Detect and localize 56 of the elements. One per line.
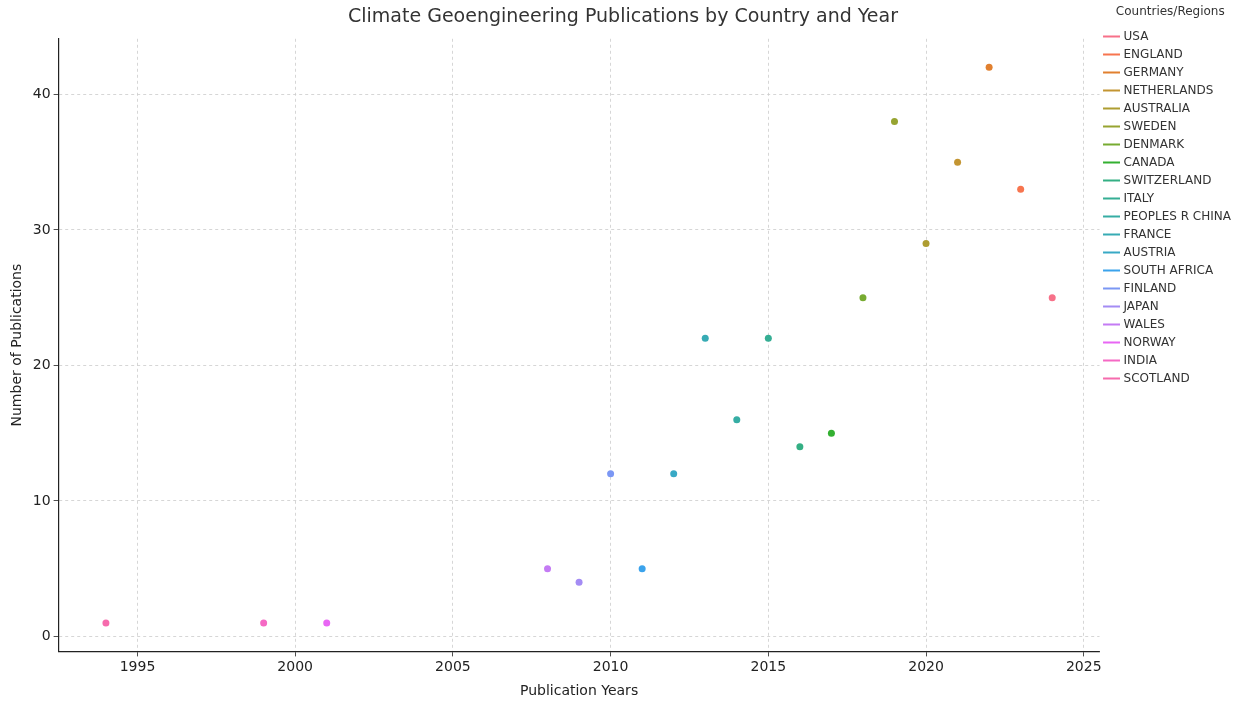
x-tick-label: 2005: [435, 658, 471, 675]
legend-label: SOUTH AFRICA: [1123, 262, 1214, 277]
chart-title: Climate Geoengineering Publications by Country and Year: [348, 4, 899, 27]
point: [764, 334, 772, 342]
legend-label: GERMANY: [1123, 64, 1185, 79]
legend-label: AUSTRIA: [1123, 244, 1177, 259]
point: [796, 443, 804, 451]
point: [544, 565, 552, 573]
point: [827, 429, 835, 437]
x-tick-label: 2000: [277, 658, 313, 675]
y-tick-label: 40: [32, 85, 51, 102]
legend-label: SWITZERLAND: [1123, 172, 1212, 187]
legend-label: FRANCE: [1123, 226, 1172, 241]
point: [575, 578, 583, 586]
point: [954, 158, 962, 166]
point: [890, 117, 898, 125]
y-axis-title: Number of Publications: [8, 263, 25, 427]
legend-label: SCOTLAND: [1123, 370, 1190, 385]
legend-label: AUSTRALIA: [1123, 100, 1191, 115]
legend-label: JAPAN: [1122, 298, 1159, 313]
legend-label: CANADA: [1123, 154, 1176, 169]
point: [638, 565, 646, 573]
x-tick-label: 2015: [750, 658, 787, 675]
legend-label: DENMARK: [1123, 136, 1186, 151]
legend-title: Countries/Regions: [1115, 4, 1225, 19]
point: [985, 63, 993, 71]
x-tick-label: 1995: [119, 658, 156, 675]
y-tick-label: 30: [32, 220, 51, 237]
point: [260, 619, 268, 627]
x-tick-label: 2025: [1065, 658, 1102, 675]
point: [1048, 294, 1056, 302]
point: [1017, 185, 1025, 193]
legend-label: FINLAND: [1123, 280, 1177, 295]
legend-label: NETHERLANDS: [1123, 82, 1214, 97]
legend-label: NORWAY: [1123, 334, 1177, 349]
legend-label: SWEDEN: [1123, 118, 1177, 133]
point: [323, 619, 331, 627]
x-tick-label: 2020: [908, 658, 944, 675]
x-tick-label: 2010: [592, 658, 629, 675]
x-axis-title: Publication Years: [519, 682, 639, 699]
point: [102, 619, 110, 627]
point: [859, 294, 867, 302]
point: [701, 334, 709, 342]
point: [733, 416, 741, 424]
point: [670, 470, 678, 478]
legend-label: INDIA: [1123, 352, 1158, 367]
legend-label: ENGLAND: [1123, 46, 1183, 61]
y-tick-label: 0: [41, 627, 51, 644]
y-tick-label: 10: [32, 491, 51, 508]
legend-label: USA: [1123, 28, 1150, 43]
legend-label: ITALY: [1123, 190, 1155, 205]
legend-label: WALES: [1123, 316, 1165, 331]
y-tick-label: 20: [32, 356, 51, 373]
point: [922, 239, 930, 247]
point: [607, 470, 615, 478]
legend-label: PEOPLES R CHINA: [1123, 208, 1232, 223]
